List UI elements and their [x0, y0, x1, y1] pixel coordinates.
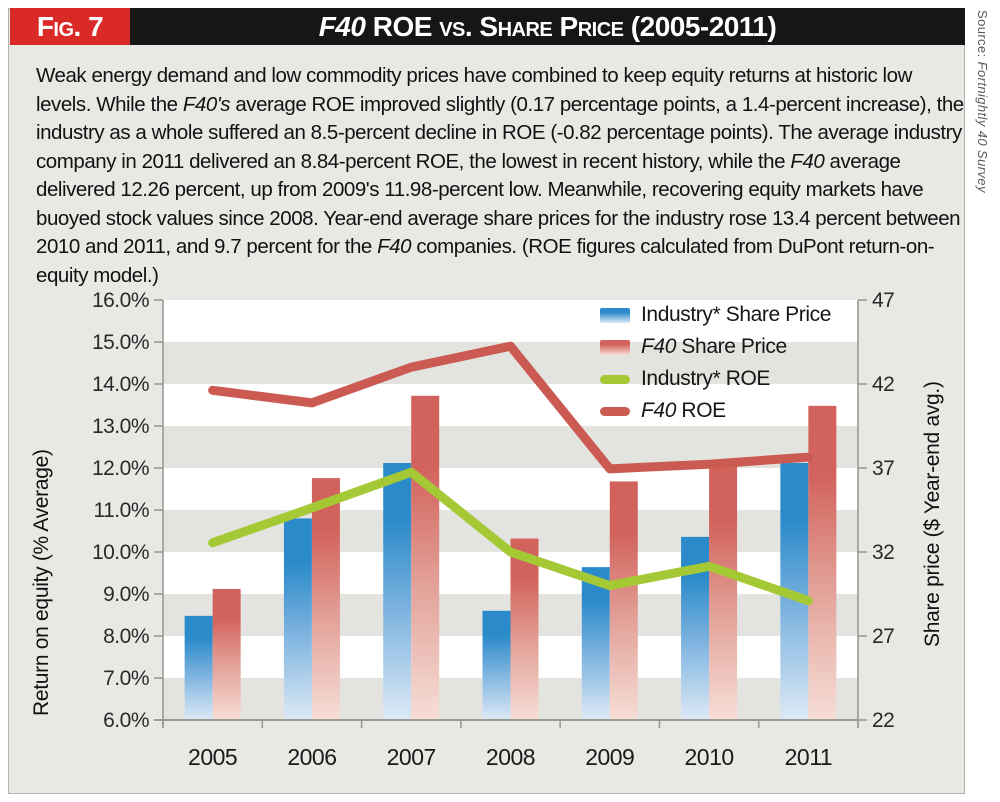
- year-label: 2009: [585, 744, 634, 770]
- left-tick-label: 11.0%: [94, 499, 150, 522]
- legend-label: Industry* ROE: [641, 367, 771, 390]
- bar-1-2005: [212, 588, 241, 720]
- bar-0-2006: [283, 518, 312, 720]
- legend-item: Industry* Share Price: [600, 299, 831, 331]
- right-tick-label: 47: [872, 289, 894, 312]
- left-tick-label: 16.0%: [92, 289, 149, 312]
- left-tick-label: 8.0%: [103, 625, 149, 648]
- bar-1-2008: [510, 538, 539, 720]
- right-tick-label: 22: [872, 709, 894, 732]
- left-tick-label: 6.0%: [103, 709, 149, 732]
- legend-item: Industry* ROE: [600, 363, 831, 395]
- grid-band: [163, 384, 858, 426]
- left-tick-label: 14.0%: [92, 373, 149, 396]
- grid-band: [163, 300, 858, 342]
- left-tick-label: 13.0%: [92, 415, 149, 438]
- left-tick-label: 12.0%: [92, 457, 149, 480]
- roe-line-1: [208, 341, 813, 474]
- red-bar-swatch: [600, 339, 630, 355]
- right-tick-label: 42: [872, 373, 894, 396]
- bar-1-2011: [808, 405, 837, 720]
- bar-1-2009: [609, 481, 638, 720]
- year-label: 2005: [188, 744, 237, 770]
- year-label: 2007: [387, 744, 436, 770]
- blue-bar-swatch: [600, 307, 630, 323]
- left-tick-label: 7.0%: [103, 667, 149, 690]
- figure-title-bar: F40 ROE vs. Share Price (2005-2011): [130, 8, 965, 45]
- bar-0-2008: [482, 610, 511, 720]
- year-label: 2006: [287, 744, 336, 770]
- bar-1-2006: [311, 478, 340, 720]
- bar-0-2009: [581, 567, 610, 720]
- year-label: 2011: [785, 744, 832, 770]
- legend-item: F40 ROE: [600, 395, 831, 427]
- legend-label: Industry* Share Price: [641, 303, 832, 326]
- legend-label: F40 ROE: [641, 399, 726, 422]
- left-axis-title: Return on equity (% Average): [30, 449, 53, 716]
- legend-label: F40 Share Price: [641, 335, 787, 358]
- left-tick-label: 9.0%: [103, 583, 149, 606]
- year-label: 2010: [684, 744, 733, 770]
- roe-line-0: [208, 467, 813, 606]
- source-credit: Source: Fortnightly 40 Survey: [975, 10, 990, 193]
- figure-title: F40 ROE vs. Share Price (2005-2011): [318, 10, 777, 42]
- left-tick-label: 10.0%: [92, 541, 149, 564]
- left-tick-label: 15.0%: [92, 331, 149, 354]
- legend-item: F40 Share Price: [600, 331, 831, 363]
- green-line-swatch: [600, 374, 630, 384]
- bar-0-2005: [184, 615, 213, 720]
- figure-number-label: Fig. 7: [10, 8, 130, 45]
- bar-1-2007: [411, 395, 440, 720]
- right-tick-label: 27: [872, 625, 894, 648]
- bar-0-2007: [383, 462, 412, 720]
- year-label: 2008: [486, 744, 535, 770]
- red-line-swatch: [600, 406, 630, 416]
- right-axis-title: Share price ($ Year-end avg.): [921, 381, 944, 647]
- figure-description: Weak energy demand and low commodity pri…: [36, 64, 964, 287]
- right-tick-label: 32: [872, 541, 894, 564]
- legend: Industry* Share Price F40 Share Price Indu…: [600, 299, 831, 427]
- right-tick-label: 37: [872, 457, 894, 480]
- grid-band: [163, 468, 858, 510]
- bar-1-2010: [709, 466, 738, 720]
